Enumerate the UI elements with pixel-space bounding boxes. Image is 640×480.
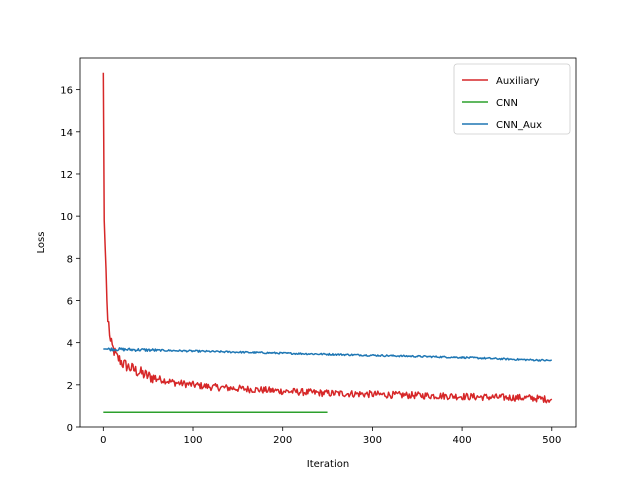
plot-frame (79, 57, 577, 428)
y-tick-label: 14 (60, 128, 73, 139)
y-tick-label: 8 (67, 254, 73, 265)
y-tick-label: 6 (67, 296, 73, 307)
y-axis-label: Loss (36, 232, 47, 254)
y-tick-label: 12 (60, 170, 73, 181)
y-tick-label: 2 (67, 381, 73, 392)
y-tick-label: 0 (67, 423, 73, 434)
legend-label: CNN (496, 98, 518, 109)
legend-label: Auxiliary (496, 76, 540, 87)
y-tick-label: 10 (60, 212, 73, 223)
x-axis-label: Iteration (307, 459, 349, 470)
x-tick-label: 100 (183, 435, 202, 446)
x-tick-label: 200 (273, 435, 292, 446)
y-tick-label: 16 (60, 86, 73, 97)
y-tick-label: 4 (67, 339, 73, 350)
x-tick-label: 0 (100, 435, 106, 446)
x-tick-label: 300 (363, 435, 382, 446)
series-line-cnn-aux (103, 347, 552, 362)
x-tick-label: 500 (542, 435, 561, 446)
series-line-auxiliary (102, 72, 553, 404)
x-tick-label: 400 (453, 435, 472, 446)
legend-box (453, 63, 571, 135)
legend: Auxiliary CNN CNN_Aux (453, 63, 571, 135)
legend-label: CNN_Aux (496, 120, 542, 131)
